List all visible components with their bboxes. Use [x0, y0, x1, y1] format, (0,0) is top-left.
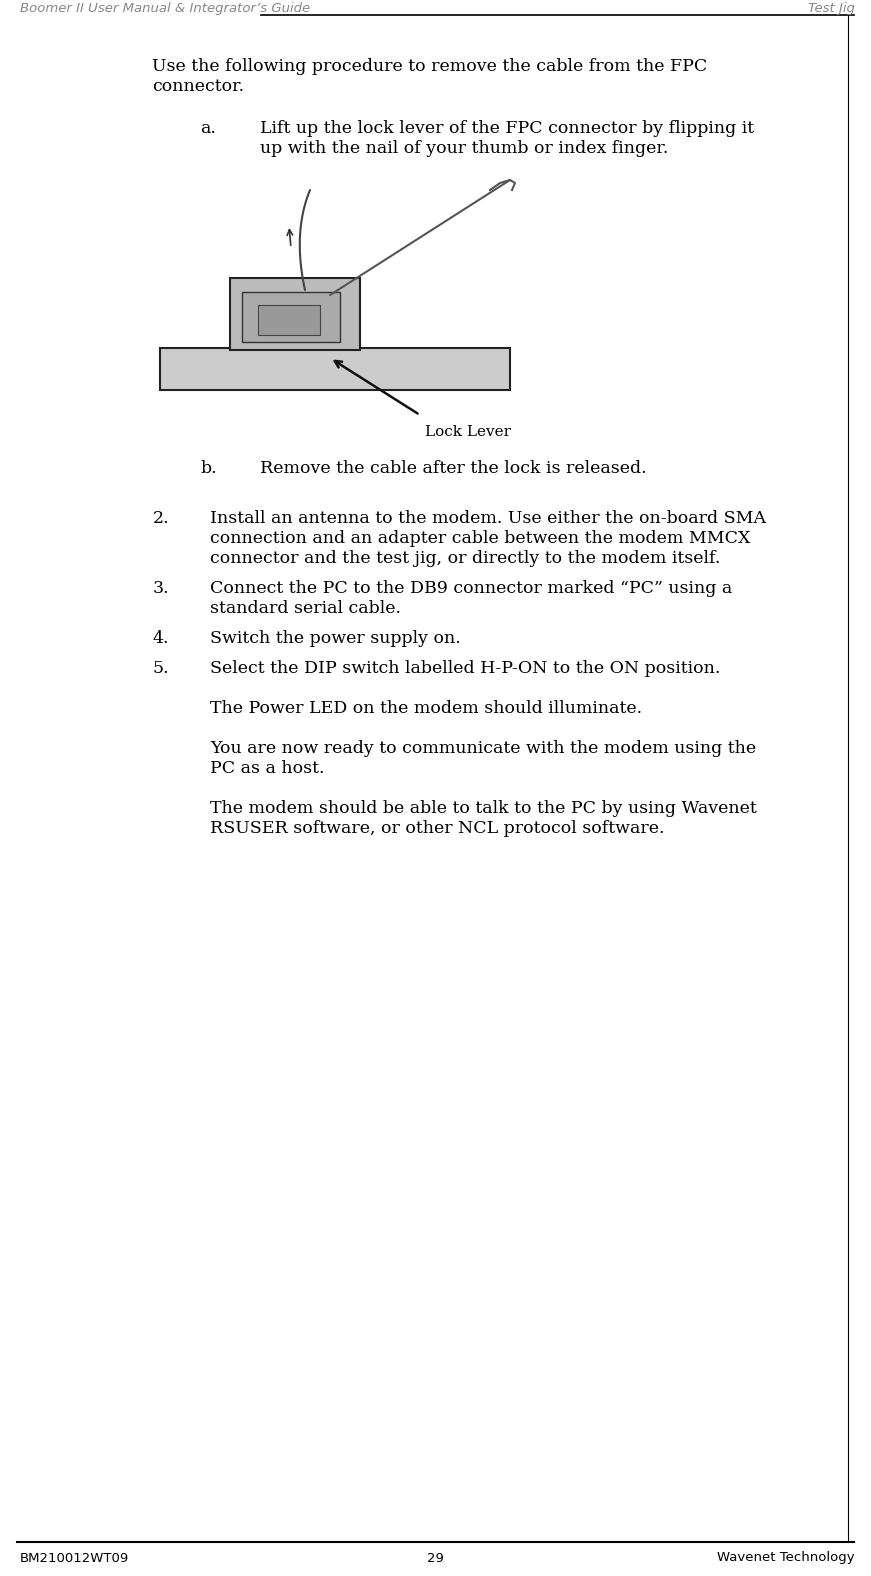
- Text: b.: b.: [200, 460, 217, 478]
- Text: standard serial cable.: standard serial cable.: [210, 600, 401, 616]
- Text: BM210012WT09: BM210012WT09: [20, 1551, 129, 1565]
- Text: Remove the cable after the lock is released.: Remove the cable after the lock is relea…: [260, 460, 646, 478]
- Text: 2.: 2.: [152, 511, 169, 526]
- Text: connector and the test jig, or directly to the modem itself.: connector and the test jig, or directly …: [210, 550, 720, 567]
- Text: Lock Lever: Lock Lever: [425, 426, 511, 440]
- Text: 3.: 3.: [152, 580, 169, 597]
- Text: The Power LED on the modem should illuminate.: The Power LED on the modem should illumi…: [210, 700, 642, 717]
- Text: a.: a.: [200, 120, 216, 137]
- Text: Boomer II User Manual & Integrator’s Guide: Boomer II User Manual & Integrator’s Gui…: [20, 2, 310, 14]
- FancyBboxPatch shape: [258, 306, 320, 336]
- Text: RSUSER software, or other NCL protocol software.: RSUSER software, or other NCL protocol s…: [210, 820, 665, 837]
- Text: You are now ready to communicate with the modem using the: You are now ready to communicate with th…: [210, 741, 756, 756]
- Text: connection and an adapter cable between the modem MMCX: connection and an adapter cable between …: [210, 530, 751, 547]
- Text: Wavenet Technology: Wavenet Technology: [718, 1551, 855, 1565]
- Text: Switch the power supply on.: Switch the power supply on.: [210, 630, 461, 648]
- Text: 29: 29: [427, 1551, 443, 1565]
- Text: PC as a host.: PC as a host.: [210, 760, 325, 777]
- Text: The modem should be able to talk to the PC by using Wavenet: The modem should be able to talk to the …: [210, 801, 757, 816]
- FancyBboxPatch shape: [242, 292, 340, 342]
- Text: 5.: 5.: [152, 660, 169, 678]
- Text: Use the following procedure to remove the cable from the FPC: Use the following procedure to remove th…: [152, 58, 707, 76]
- Text: Test Jig: Test Jig: [808, 2, 855, 14]
- Text: 4.: 4.: [152, 630, 169, 648]
- Text: connector.: connector.: [152, 77, 245, 95]
- Text: Install an antenna to the modem. Use either the on-board SMA: Install an antenna to the modem. Use eit…: [210, 511, 766, 526]
- FancyBboxPatch shape: [160, 348, 510, 389]
- Text: Lift up the lock lever of the FPC connector by flipping it: Lift up the lock lever of the FPC connec…: [260, 120, 754, 137]
- Text: up with the nail of your thumb or index finger.: up with the nail of your thumb or index …: [260, 140, 668, 158]
- Text: Select the DIP switch labelled H-P-ON to the ON position.: Select the DIP switch labelled H-P-ON to…: [210, 660, 720, 678]
- Text: Connect the PC to the DB9 connector marked “PC” using a: Connect the PC to the DB9 connector mark…: [210, 580, 733, 597]
- FancyBboxPatch shape: [230, 277, 360, 350]
